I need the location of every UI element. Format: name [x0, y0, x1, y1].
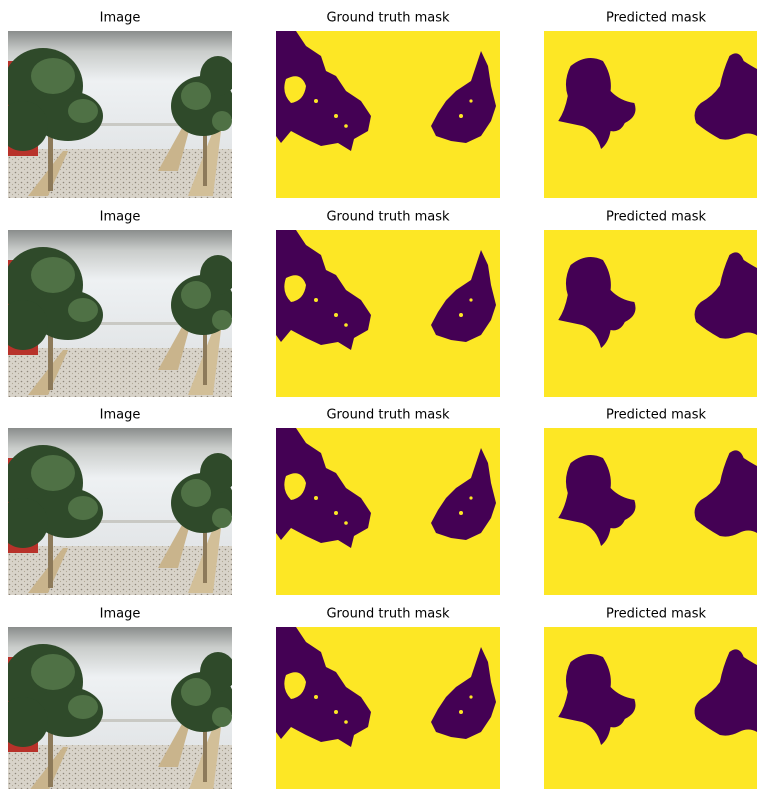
predicted-mask	[544, 428, 757, 595]
predicted-mask	[544, 31, 757, 198]
input-image	[8, 428, 232, 595]
panel-title: Predicted mask	[606, 11, 707, 26]
input-image	[8, 230, 232, 397]
predicted-mask	[544, 230, 757, 397]
input-image	[8, 627, 232, 789]
ground-truth-mask	[276, 31, 500, 198]
panel-title: Image	[100, 607, 141, 622]
panel-title: Ground truth mask	[326, 408, 450, 423]
panel-title: Image	[100, 210, 141, 225]
panel-title: Image	[100, 11, 141, 26]
panel-title: Predicted mask	[606, 607, 707, 622]
panel-title: Image	[100, 408, 141, 423]
predicted-mask	[544, 627, 757, 789]
ground-truth-mask	[276, 627, 500, 789]
panel-title: Predicted mask	[606, 210, 707, 225]
ground-truth-mask	[276, 428, 500, 595]
panel-title: Ground truth mask	[326, 11, 450, 26]
ground-truth-mask	[276, 230, 500, 397]
panel-title: Ground truth mask	[326, 607, 450, 622]
panel-title: Ground truth mask	[326, 210, 450, 225]
panel-title: Predicted mask	[606, 408, 707, 423]
input-image	[8, 31, 232, 198]
